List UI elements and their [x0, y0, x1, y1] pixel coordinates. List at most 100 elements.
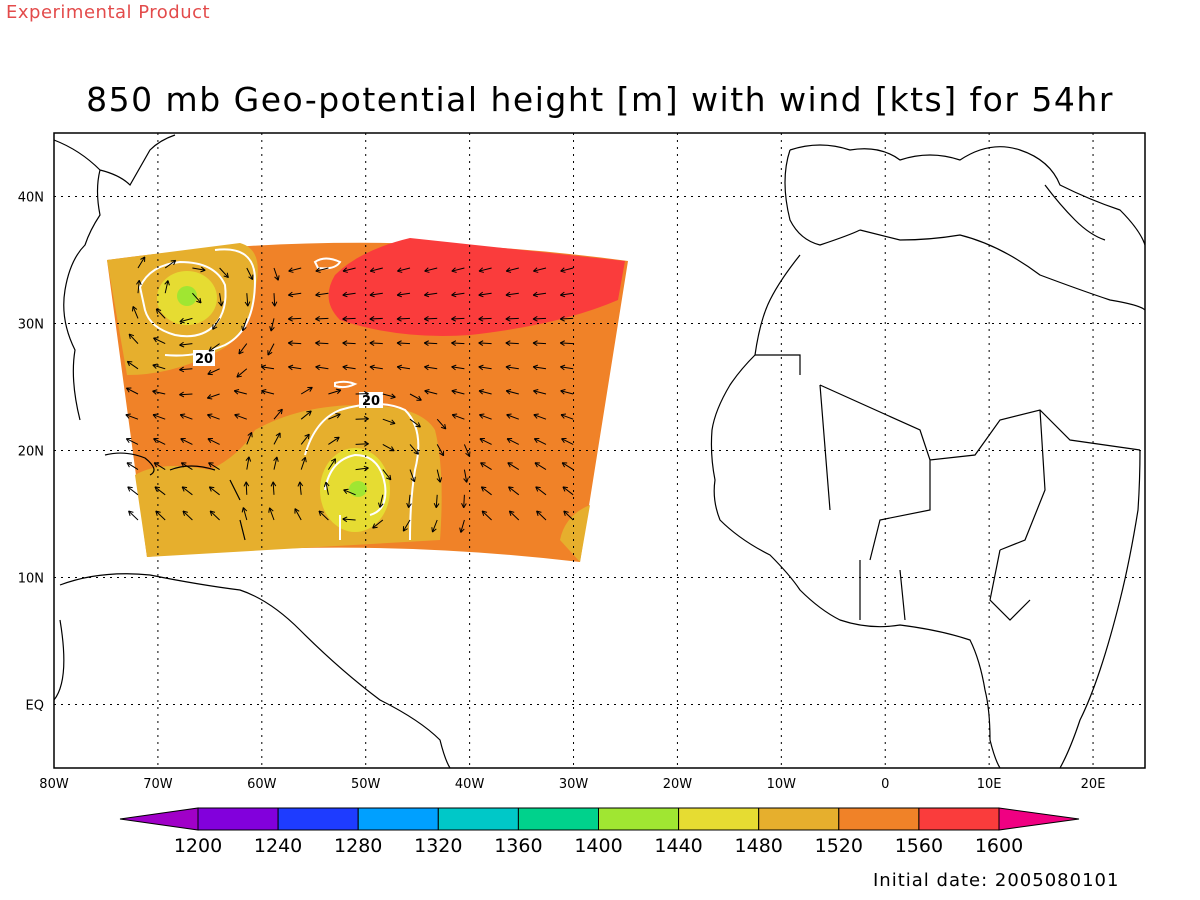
wind-arrow-head [236, 372, 240, 378]
wind-arrow-head [208, 486, 212, 492]
wind-arrow-head [396, 318, 402, 322]
wind-arrow [397, 366, 411, 370]
wind-arrow [300, 410, 312, 420]
wind-arrow-head [560, 414, 565, 419]
wind-arrow-head [152, 364, 157, 369]
wind-arrow-head [315, 340, 321, 344]
wind-arrow-head [479, 438, 484, 444]
wind-arrow [355, 443, 369, 445]
wind-arrow [369, 342, 383, 345]
wind-arrow-head [336, 389, 342, 395]
wind-arrow [342, 518, 356, 521]
wind-arrow [435, 494, 438, 508]
wind-arrow-head [306, 410, 312, 413]
wind-arrow-head [560, 340, 565, 344]
wind-arrow [460, 519, 465, 533]
wind-arrow [533, 267, 547, 272]
wind-arrow-head [505, 291, 511, 296]
wind-arrow-head [128, 333, 135, 337]
colorbar-arrow-left [119, 807, 199, 831]
wind-arrow-head [125, 414, 130, 419]
wind-arrow-head [270, 326, 275, 332]
wind-arrow-head [390, 423, 396, 425]
wind-arrow [192, 267, 206, 271]
wind-arrow-head [460, 528, 465, 533]
longitude-label: 10E [977, 777, 1002, 792]
wind-arrow [480, 462, 492, 471]
wind-arrow-head [179, 341, 184, 346]
wind-arrow-head [261, 389, 267, 392]
longitude-label: 40W [455, 777, 485, 792]
longitude-label: 80W [39, 777, 69, 792]
wind-arrow [318, 510, 329, 521]
wind-arrow-head [315, 270, 321, 273]
wind-arrow-head [207, 414, 212, 419]
africa-coast [710, 229, 1146, 769]
wind-arrow [261, 390, 275, 395]
wind-arrow [273, 267, 279, 281]
wind-arrow [155, 510, 166, 521]
wind-arrow [505, 292, 519, 296]
wind-arrow-head [247, 301, 251, 307]
colorbar-label: 1360 [494, 835, 542, 857]
wind-arrow [164, 259, 177, 269]
europe-coast [789, 144, 1146, 246]
wind-arrow-head [179, 391, 184, 396]
wind-arrow-head [208, 462, 212, 468]
wind-arrow [355, 467, 369, 471]
wind-arrow [478, 267, 492, 272]
wind-arrow [342, 342, 356, 345]
wind-arrow-head [179, 394, 185, 398]
wind-arrow-head [152, 414, 157, 419]
wind-arrow [315, 342, 329, 345]
wind-arrow-head [242, 326, 247, 332]
wind-arrow [273, 408, 283, 420]
wind-arrow-head [451, 270, 457, 273]
wind-arrow [152, 414, 166, 420]
wind-arrow-head [424, 291, 429, 296]
wind-arrow-head [274, 301, 278, 307]
wind-arrow-head [369, 267, 375, 272]
colorbar-label: 1400 [574, 835, 622, 857]
wind-arrow-head [277, 408, 283, 412]
wind-arrow [179, 343, 193, 346]
wind-arrow [451, 317, 465, 320]
wind-arrow-head [342, 364, 348, 368]
wind-arrow-head [479, 413, 485, 416]
wind-arrow-head [336, 436, 340, 442]
wind-arrow-head [261, 390, 266, 395]
wind-arrow-head [532, 315, 538, 320]
wind-arrow-head [369, 315, 375, 320]
wind-arrow [153, 337, 166, 345]
wind-arrow-head [423, 318, 429, 322]
wind-arrow-head [330, 458, 336, 462]
wind-arrow-head [125, 413, 131, 416]
wind-arrow [535, 486, 547, 496]
wind-arrow-head [208, 346, 212, 352]
wind-arrow-head [221, 301, 224, 307]
wind-arrow-head [234, 413, 240, 416]
wind-arrow-head [206, 394, 212, 399]
wind-arrow [209, 486, 220, 496]
wind-arrow [126, 462, 139, 471]
wind-arrow-head [154, 486, 160, 489]
wind-arrow [481, 510, 492, 521]
wind-arrow [272, 481, 275, 495]
map-title: 850 mb Geo-potential height [m] with win… [86, 80, 1114, 119]
band-1520-se [560, 505, 590, 562]
wind-arrow-head [397, 267, 402, 272]
latitude-label: EQ [26, 699, 44, 714]
wind-arrow-head [336, 413, 341, 419]
wind-arrow [288, 292, 302, 296]
wind-arrow-head [509, 510, 515, 513]
wind-arrow-head [534, 462, 538, 468]
wind-arrow [560, 267, 574, 272]
wind-arrow [342, 366, 356, 370]
wind-arrow-head [173, 260, 177, 266]
wind-arrow-head [243, 481, 247, 487]
wind-arrow-head [535, 486, 539, 492]
wind-arrow-head [532, 318, 538, 322]
wind-arrow [431, 519, 438, 533]
wind-arrow-head [276, 456, 279, 462]
wind-arrow-head [126, 361, 131, 367]
